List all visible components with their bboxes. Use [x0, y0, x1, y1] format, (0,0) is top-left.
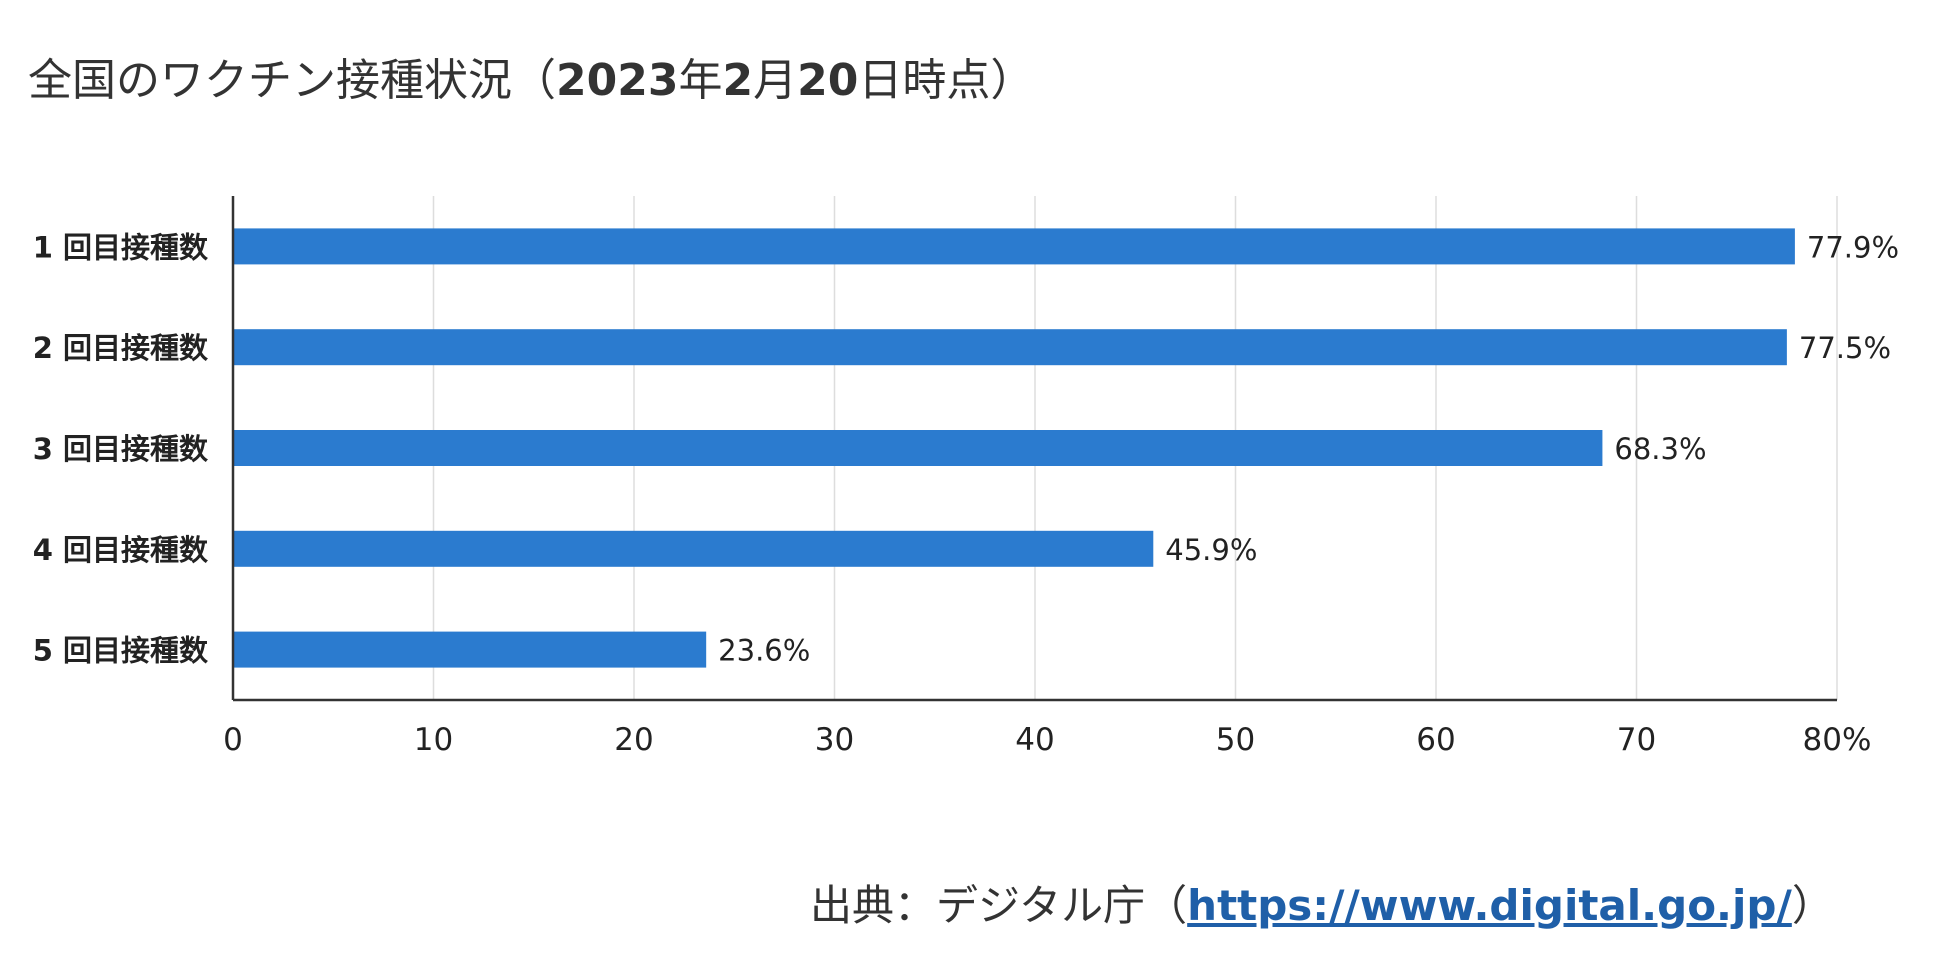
bar	[233, 228, 1795, 265]
source-prefix: 出典：デジタル庁（	[810, 881, 1188, 930]
category-label: 1 回目接種数	[33, 230, 209, 264]
bar	[233, 329, 1787, 366]
data-label: 68.3%	[1614, 432, 1706, 466]
category-label: 5 回目接種数	[33, 634, 209, 668]
chart-title: 全国のワクチン接種状況（2023年2月20日時点）	[28, 44, 1034, 108]
title-year: 2023	[556, 55, 679, 106]
bar	[233, 530, 1154, 567]
data-label: 77.5%	[1799, 331, 1891, 365]
bars	[233, 228, 1795, 668]
x-tick-label: 0	[223, 722, 243, 758]
source-credit: 出典：デジタル庁（https://www.digital.go.jp/）	[810, 872, 1834, 933]
title-year-suffix: 年	[678, 55, 723, 106]
data-label: 45.9%	[1165, 533, 1257, 567]
x-tick-label: 50	[1216, 722, 1255, 758]
title-prefix: 全国のワクチン接種状況（	[28, 55, 556, 106]
x-tick-label: 30	[815, 722, 854, 758]
x-tick-label: 10	[414, 722, 453, 758]
labels: 0 10 20 30 40 50 60 70 80% 1 回目接種数 77.9% 2 回目接種数 77.…	[33, 230, 1899, 758]
x-tick-label: 60	[1416, 722, 1455, 758]
data-label: 77.9%	[1807, 230, 1899, 264]
category-label: 2 回目接種数	[33, 331, 209, 365]
bar	[233, 631, 707, 668]
source-suffix: ）	[1791, 881, 1834, 930]
category-label: 3 回目接種数	[33, 432, 209, 466]
bar	[233, 430, 1603, 466]
category-label: 4 回目接種数	[33, 533, 209, 567]
source-link[interactable]: https://www.digital.go.jp/	[1187, 881, 1792, 930]
x-tick-label: 80%	[1803, 722, 1872, 758]
title-month: 2	[722, 55, 754, 106]
x-tick-label: 40	[1015, 722, 1054, 758]
title-month-suffix: 月	[753, 55, 798, 106]
data-label: 23.6%	[718, 634, 810, 668]
x-tick-label: 70	[1617, 722, 1656, 758]
x-tick-label: 20	[614, 722, 653, 758]
title-suffix: 日時点）	[858, 55, 1035, 106]
axes	[231, 196, 1837, 702]
title-day: 20	[797, 55, 859, 106]
